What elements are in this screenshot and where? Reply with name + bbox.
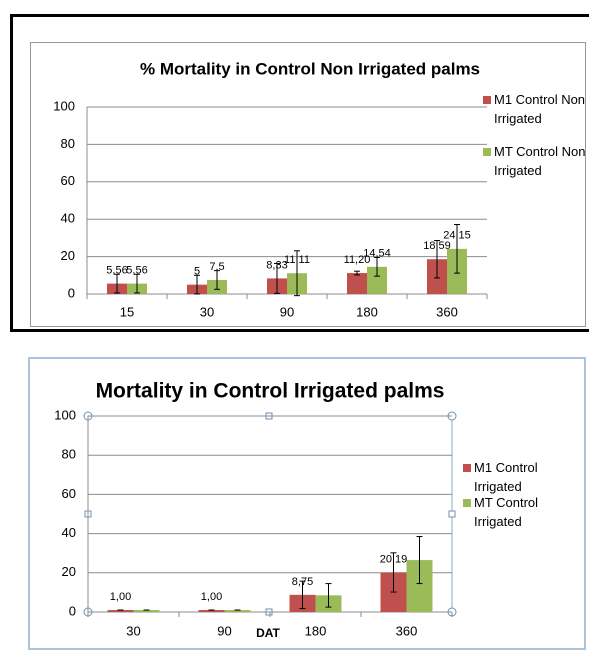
x-axis-label: DAT — [256, 626, 280, 640]
legend-label: MT Control Irrigated — [474, 495, 539, 529]
data-label: 24,15 — [443, 230, 471, 242]
y-tick-label: 20 — [61, 248, 75, 263]
y-tick-label: 100 — [53, 98, 75, 113]
y-tick-label: 80 — [61, 136, 75, 151]
x-tick-label: 90 — [280, 304, 294, 319]
chart-title: % Mortality in Control Non Irrigated pal… — [140, 59, 480, 78]
legend-label: MT Control Non Irrigated — [494, 144, 586, 178]
y-tick-label: 40 — [61, 211, 75, 226]
bar — [347, 273, 367, 294]
x-tick-label: 180 — [356, 304, 378, 319]
y-tick-label: 0 — [68, 285, 75, 300]
data-label: 8,75 — [292, 576, 313, 588]
legend-swatch — [483, 96, 491, 104]
document-frame — [10, 14, 589, 332]
data-label: 1,00 — [201, 591, 222, 603]
y-tick-label: 40 — [62, 525, 76, 540]
data-label: 7,5 — [209, 261, 224, 273]
data-label: 18,59 — [423, 240, 451, 252]
x-tick-label: 90 — [217, 623, 231, 638]
data-label: 5,56 — [126, 265, 147, 277]
x-tick-label: 30 — [126, 623, 140, 638]
x-tick-label: 360 — [396, 623, 418, 638]
y-tick-label: 80 — [62, 447, 76, 462]
data-label: 11,11 — [284, 254, 310, 266]
data-label: 1,00 — [110, 591, 131, 603]
data-label: 8,33 — [266, 259, 287, 271]
chart-title: Mortality in Control Irrigated palms — [96, 380, 445, 403]
data-label: 5,56 — [106, 265, 127, 277]
chart-frame — [30, 42, 586, 327]
x-tick-label: 15 — [120, 304, 134, 319]
data-label: 20,19 — [380, 553, 408, 565]
x-tick-label: 180 — [305, 623, 327, 638]
y-tick-label: 60 — [62, 486, 76, 501]
y-tick-label: 60 — [61, 173, 75, 188]
data-label: 5 — [194, 266, 200, 278]
legend-swatch — [463, 499, 471, 507]
bar — [367, 266, 387, 294]
chart-frame — [28, 357, 586, 650]
x-tick-label: 360 — [436, 304, 458, 319]
data-label: 11,20 — [344, 254, 371, 266]
bar — [224, 610, 251, 612]
y-tick-label: 0 — [69, 603, 76, 618]
bar — [133, 610, 160, 612]
legend-label: M1 Control Non Irrigated — [494, 92, 586, 126]
bar — [198, 610, 225, 612]
y-tick-label: 20 — [62, 564, 76, 579]
bar — [107, 610, 134, 612]
legend-swatch — [463, 464, 471, 472]
legend-label: M1 Control Irrigated — [474, 460, 538, 494]
y-tick-label: 100 — [54, 407, 76, 422]
legend-swatch — [483, 148, 491, 156]
data-label: 14,54 — [363, 248, 391, 260]
handle — [448, 510, 456, 518]
x-tick-label: 30 — [200, 304, 214, 319]
